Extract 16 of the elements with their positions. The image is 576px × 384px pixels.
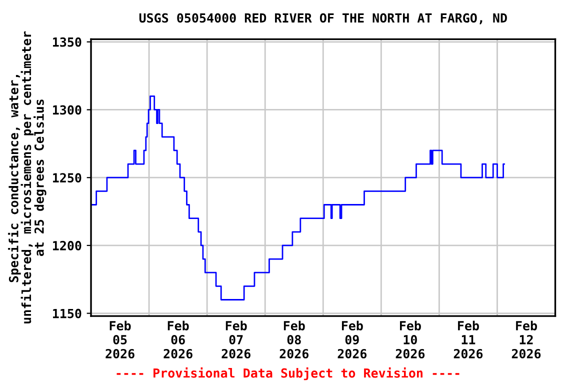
chart-title: USGS 05054000 RED RIVER OF THE NORTH AT FARGO, ND	[139, 13, 507, 24]
y-tick-label: 1300	[53, 105, 82, 115]
x-tick-label: Feb 07 2026	[222, 320, 250, 358]
x-tick-label: Feb 08 2026	[280, 320, 308, 358]
y-tick-label: 1200	[53, 240, 82, 250]
y-axis-title: Specific conductance, water, unfiltered, microsiemens per centimeter at 25 degrees Celsius	[8, 31, 46, 324]
x-tick-label: Feb 05 2026	[106, 320, 134, 358]
y-tick-label: 1350	[53, 37, 82, 47]
x-tick-label: Feb 12 2026	[512, 320, 541, 358]
text: ---- Provisional Data Subject to Revision ----	[116, 367, 460, 380]
x-tick-label: Feb 06 2026	[164, 320, 192, 358]
x-tick-label: Feb 09 2026	[338, 320, 367, 358]
y-tick-label: 1250	[53, 173, 82, 183]
y-tick-label: 1150	[53, 308, 82, 318]
x-tick-label: Feb 10 2026	[396, 320, 425, 358]
x-tick-label: Feb 11 2026	[454, 320, 483, 358]
